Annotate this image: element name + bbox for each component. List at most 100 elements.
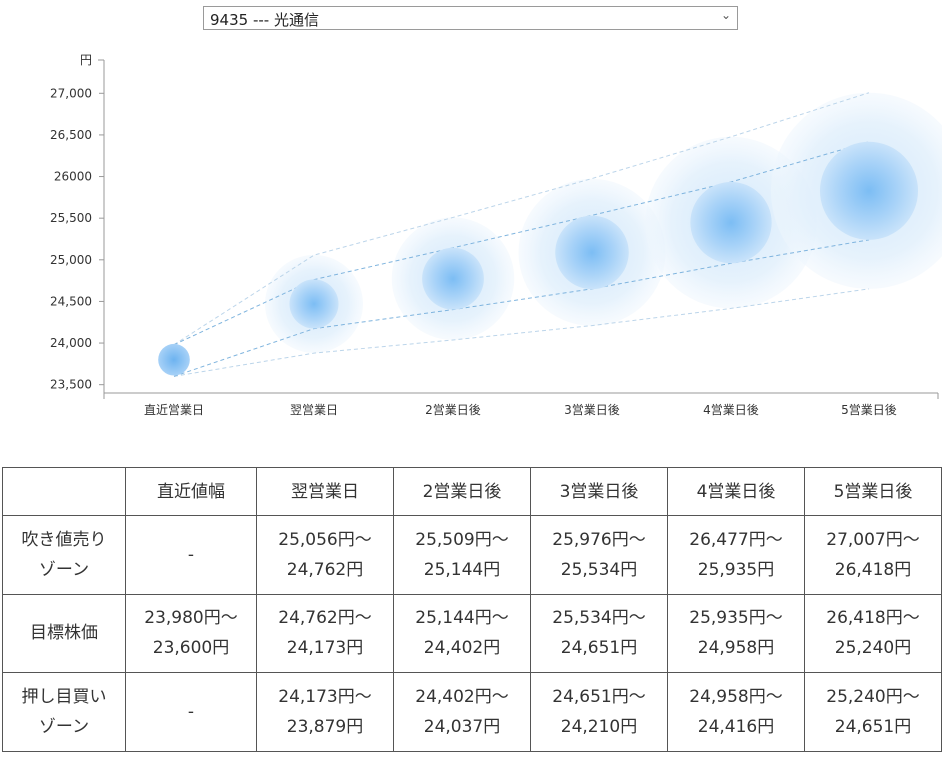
cell-line: 25,534円〜 [552,608,646,629]
forecast-chart: 円 23,500 24,000 24,500 25,000 25,500 26000 26,5… [50,53,942,417]
target-low-line [173,239,870,377]
table-cell: 27,007円〜 26,418円 [804,515,942,595]
table-row: 目標株価 23,980円〜 23,600円 24,762円〜 24,173円 25,144… [2,593,942,674]
cell-line: 25,935円 [697,559,775,580]
table-cell: 23,980円〜 23,600円 [125,593,257,674]
table-header-cell: 4営業日後 [667,467,805,516]
cell-line: ゾーン [38,717,90,738]
cell-line: 25,240円 [834,638,912,659]
cell-line: 24,958円〜 [689,687,783,708]
table-cell: 26,477円〜 25,935円 [667,515,805,595]
cell-line: 26,477円〜 [689,529,783,550]
target-zone-circle [555,215,629,290]
cell-line: 24,037円 [423,717,501,738]
x-tick-label: 翌営業日 [290,403,338,417]
x-tick-label: 4営業日後 [703,403,759,417]
table-header-row: 直近値幅 翌営業日 2営業日後 3営業日後 4営業日後 5営業日後 [2,467,942,516]
y-tick-label: 25,000 [50,253,92,267]
cell-line: 24,402円〜 [415,687,509,708]
y-tick-label: 25,500 [50,211,92,225]
cell-line: 24,416円 [697,717,775,738]
cell-line: 24,210円 [560,717,638,738]
cell-line: 24,762円〜 [278,608,372,629]
row-label-cell: 吹き値売り ゾーン [2,515,126,595]
cell-line: 25,144円 [423,559,501,580]
target-high-line [173,141,870,346]
x-tick-label: 2営業日後 [425,403,481,417]
table-cell: 24,958円〜 24,416円 [667,672,805,752]
cell-line: 25,534円 [560,559,638,580]
target-zone-circle [289,279,339,329]
table-cell: 24,173円〜 23,879円 [256,672,394,752]
table-cell: 24,762円〜 24,173円 [256,593,394,674]
cell-line: 24,651円 [560,638,638,659]
cell-line: 24,402円 [423,638,501,659]
x-tick-label: 3営業日後 [564,403,620,417]
cell-line: 26,418円 [834,559,912,580]
chevron-down-icon: ⌄ [720,8,731,22]
y-tick-label: 24,500 [50,294,92,308]
table-row: 吹き値売り ゾーン -25,056円〜 24,762円 25,509円〜 25,144円 2… [2,515,942,595]
cell-line: 25,935円〜 [689,608,783,629]
cell-line: 25,144円〜 [415,608,509,629]
y-tick-label: 24,000 [50,336,92,350]
forecast-table: 直近値幅 翌営業日 2営業日後 3営業日後 4営業日後 5営業日後 吹き値売りゾーン - 25… [2,467,942,752]
table-cell: 26,418円〜 25,240円 [804,593,942,674]
table-cell: 25,935円〜 24,958円 [667,593,805,674]
table-header-cell: 5営業日後 [804,467,942,516]
target-zone-circle [819,141,919,240]
y-tick-label: 27,000 [50,86,92,100]
target-zone-circle [422,247,484,310]
outer-low-line [173,288,870,377]
cell-line: - [187,702,195,723]
table-cell: 25,976円〜 25,534円 [530,515,668,595]
y-tick-label: 26,500 [50,128,92,142]
table-cell: 25,240円〜 24,651円 [804,672,942,752]
table-header-cell: 2営業日後 [393,467,531,516]
cell-line: 25,056円〜 [278,529,372,550]
cell-line: 23,600円 [152,638,230,659]
x-tick-label: 直近営業日 [144,403,204,417]
cell-line: 23,980円〜 [144,608,238,629]
cell-line: 24,173円 [286,638,364,659]
cell-line: 24,958円 [697,638,775,659]
y-tick-label: 26000 [54,170,92,184]
row-label-cell: 押し目買い ゾーン [2,672,126,752]
table-cell: 24,651円〜 24,210円 [530,672,668,752]
cell-line: 25,976円〜 [552,529,646,550]
table-header-cell: 翌営業日 [256,467,394,516]
table-row: 押し目買い ゾーン -24,173円〜 23,879円 24,402円〜 24,037円 2… [2,672,942,752]
table-header-cell: 3営業日後 [530,467,668,516]
table-cell: - [125,515,257,595]
table-cell: 25,509円〜 25,144円 [393,515,531,595]
table-cell: 25,056円〜 24,762円 [256,515,394,595]
target-zone-circle [158,343,190,376]
table-cell: 25,534円〜 24,651円 [530,593,668,674]
cell-line: 24,762円 [286,559,364,580]
y-tick-label: 23,500 [50,378,92,392]
cell-line: 目標株価 [30,623,98,644]
y-axis-unit: 円 [80,53,92,67]
stock-select[interactable]: 9435 --- 光通信 ⌄ [203,6,738,30]
cell-line: 押し目買い [21,687,107,708]
table-cell: 25,144円〜 24,402円 [393,593,531,674]
stock-select-value: 9435 --- 光通信 [210,11,319,29]
table-header-cell: 直近値幅 [125,467,257,516]
cell-line: 26,418円〜 [826,608,920,629]
cell-line: 27,007円〜 [826,529,920,550]
outer-high-line [173,92,870,346]
cell-line: 23,879円 [286,717,364,738]
cell-line: 24,173円〜 [278,687,372,708]
cell-line: 25,240円〜 [826,687,920,708]
target-zone-circle [690,181,772,264]
row-label-cell: 目標株価 [2,593,126,674]
table-cell: 24,402円〜 24,037円 [393,672,531,752]
x-tick-label: 5営業日後 [841,403,897,417]
cell-line: - [187,544,195,565]
table-cell: - [125,672,257,752]
cell-line: 24,651円〜 [552,687,646,708]
cell-line: 吹き値売り [21,529,107,550]
cell-line: 25,509円〜 [415,529,509,550]
cell-line: ゾーン [38,559,90,580]
table-corner-cell [2,467,126,516]
